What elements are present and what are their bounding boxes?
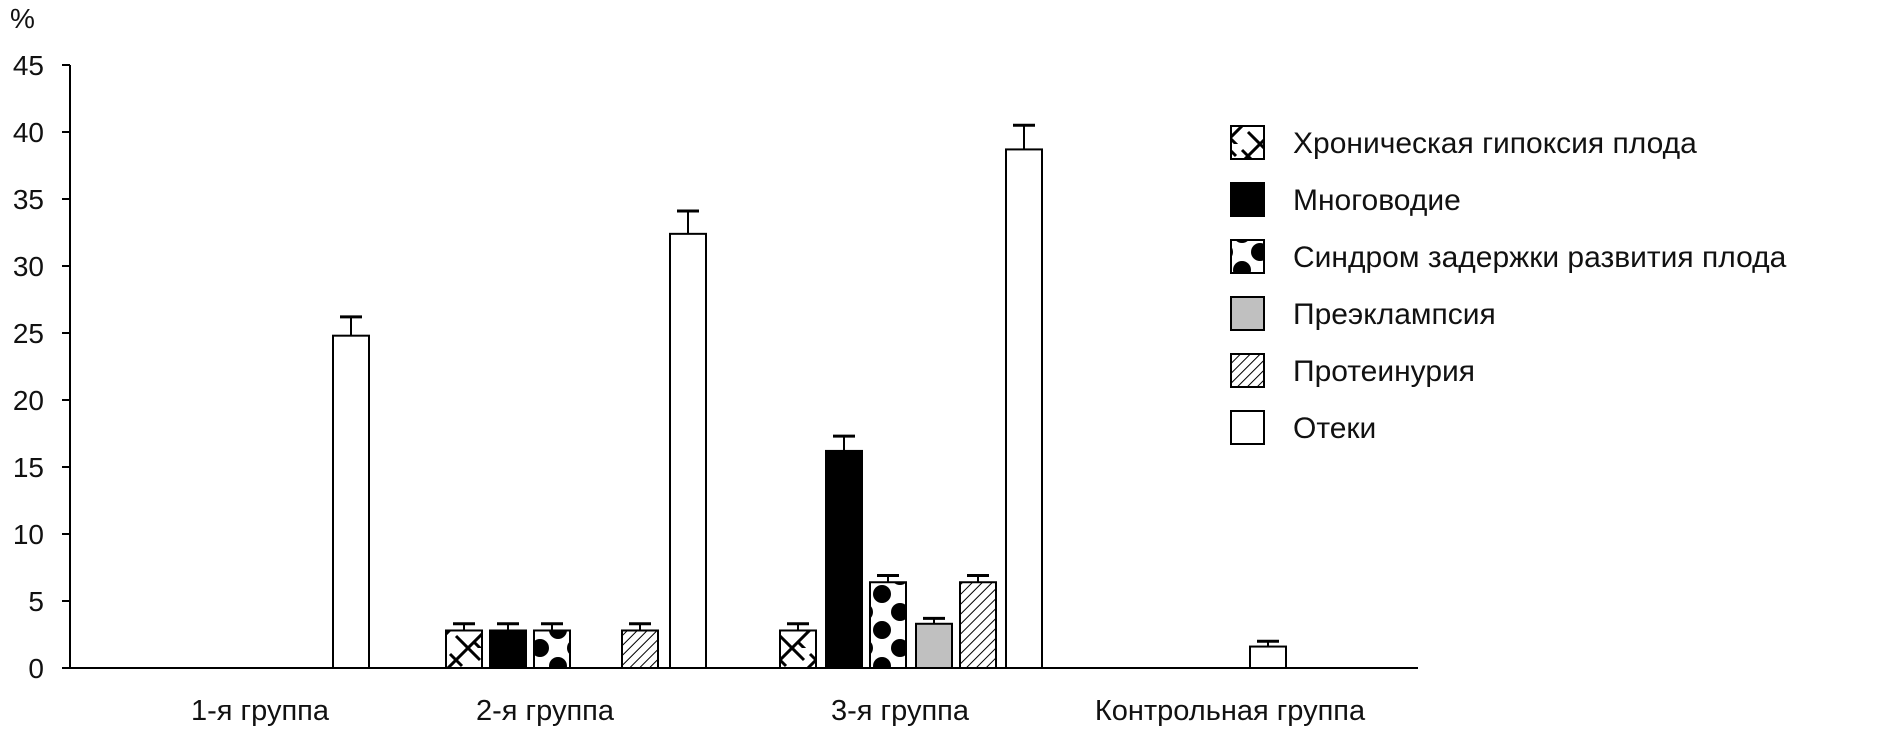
axes: % 0 5 10 15 20 25 30 35 40 45 [10,3,1418,684]
legend-label: Синдром задержки развития плода [1293,241,1787,274]
x-tick-label: Контрольная группа [1095,695,1366,727]
y-ticks: 0 5 10 15 20 25 30 35 40 45 [13,50,70,684]
x-tick-label: 3-я группа [831,695,970,727]
x-tick-labels: 1-я группа 2-я группа 3-я группа Контрольна… [191,695,1366,727]
y-tick-label: 35 [13,184,44,215]
legend-swatch [1230,410,1265,445]
bar [533,629,571,669]
legend-swatch [1230,353,1265,388]
bar [1005,148,1043,670]
bar [959,581,997,669]
legend-swatch [1230,296,1265,331]
y-tick-label: 5 [28,586,44,617]
bar [332,334,370,669]
y-unit-label: % [10,3,35,34]
legend-label: Протеинурия [1293,355,1475,388]
bar [621,629,659,669]
y-tick-label: 40 [13,117,44,148]
bar [445,629,483,669]
legend-swatch [1230,182,1265,217]
y-tick-label: 25 [13,318,44,349]
legend-label: Отеки [1293,412,1376,445]
bar [825,449,863,670]
legend-swatch [1230,239,1265,274]
legend-swatch [1230,125,1265,160]
bar [869,581,907,669]
legend-label: Многоводие [1293,184,1461,217]
y-tick-label: 0 [28,653,44,684]
x-tick-label: 1-я группа [191,695,330,727]
y-tick-label: 15 [13,452,44,483]
bar [915,622,953,670]
bar [1249,645,1287,669]
y-tick-label: 45 [13,50,44,81]
legend-label: Хроническая гипоксия плода [1293,127,1697,160]
bar [489,629,527,669]
x-tick-label: 2-я группа [476,695,615,727]
bar [779,629,817,669]
bars [332,123,1287,670]
legend: Хроническая гипоксия плода Многоводие Синд… [1230,125,1787,445]
legend-label: Преэклампсия [1293,298,1496,331]
y-tick-label: 10 [13,519,44,550]
y-tick-label: 20 [13,385,44,416]
y-tick-label: 30 [13,251,44,282]
bar [669,232,707,669]
